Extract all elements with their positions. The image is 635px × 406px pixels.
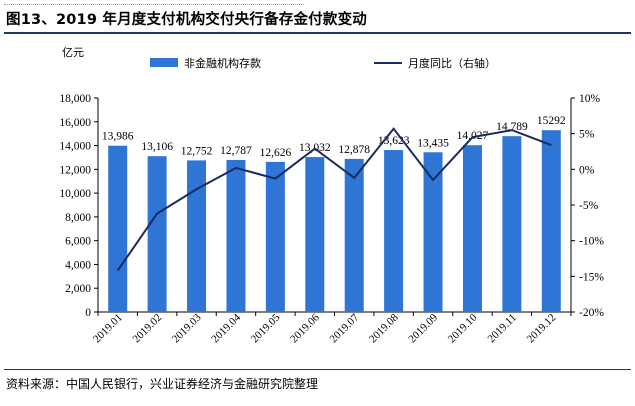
left-axis-tick-label: 16,000 — [59, 117, 91, 129]
x-axis-tick-label: 2019.07 — [328, 311, 362, 345]
chart: 亿元 0 2,000 4,000 6,000 8,000 10,000 12,000 14,00… — [59, 46, 604, 346]
legend-label-line: 月度同比（右轴） — [408, 56, 496, 70]
bar — [305, 157, 325, 312]
title-rule — [4, 32, 631, 34]
y-axis-unit-label: 亿元 — [62, 46, 84, 59]
right-axis-tick-label: -15% — [579, 271, 604, 283]
x-axis-tick-label: 2019.03 — [170, 311, 204, 345]
bar-value-label: 13,986 — [102, 131, 134, 143]
bar-value-label: 12,787 — [220, 145, 252, 157]
figure-title: 图13、2019 年月度支付机构交付央行备存金付款变动 — [6, 12, 367, 28]
bar-value-label: 12,878 — [338, 144, 370, 156]
left-axis-tick-label: 6,000 — [65, 236, 91, 248]
bar — [502, 136, 522, 312]
x-axis-tick-label: 2019.01 — [91, 312, 125, 346]
bar — [147, 156, 167, 312]
left-axis-tick-label: 2,000 — [65, 283, 91, 295]
top-clipped-text — [4, 0, 304, 5]
x-axis-tick-label: 2019.05 — [249, 311, 283, 345]
x-axis-tick-label: 2019.11 — [486, 312, 519, 345]
bar — [423, 152, 443, 312]
left-axis-tick-label: 12,000 — [59, 164, 91, 176]
bar — [344, 158, 364, 312]
legend-label-bar: 非金融机构存款 — [184, 56, 261, 70]
x-axis-tick-label: 2019.10 — [446, 311, 480, 345]
right-axis-tick-label: -10% — [579, 236, 604, 248]
bar — [226, 159, 246, 312]
bar-value-label: 13,435 — [417, 137, 449, 149]
x-axis-tick-label: 2019.04 — [209, 311, 243, 345]
bar-value-label: 14,789 — [496, 121, 528, 133]
bar — [108, 145, 128, 312]
x-axis-tick-label: 2019.08 — [367, 311, 401, 345]
bar — [265, 161, 285, 312]
source-note: 资料来源：中国人民银行，兴业证券经济与金融研究院整理 — [6, 377, 319, 391]
bar-value-label: 12,626 — [260, 147, 292, 159]
right-axis-tick-label: 10% — [579, 93, 601, 105]
left-axis-tick-label: 8,000 — [65, 212, 91, 224]
bar — [187, 160, 207, 312]
right-axis-tick-label: -5% — [579, 200, 599, 212]
left-axis-tick-label: 4,000 — [65, 259, 91, 271]
x-axis-tick-label: 2019.09 — [406, 311, 440, 345]
right-axis-tick-label: 0% — [579, 164, 595, 176]
left-axis-tick-label: 0 — [85, 307, 91, 319]
x-axis-tick-label: 2019.02 — [130, 312, 164, 346]
right-axis-tick-label: 5% — [579, 129, 595, 141]
bar-value-label: 15292 — [537, 115, 566, 127]
bar — [541, 130, 561, 312]
x-axis-tick-label: 2019.06 — [288, 311, 322, 345]
left-axis-tick-label: 14,000 — [59, 141, 91, 153]
right-axis-tick-label: -20% — [579, 307, 604, 319]
left-axis-tick-label: 10,000 — [59, 188, 91, 200]
bar — [384, 150, 404, 312]
legend-swatch-bar — [150, 58, 178, 67]
bar — [462, 145, 482, 312]
source-rule — [4, 369, 631, 370]
bar-value-label: 12,752 — [181, 145, 213, 157]
bar-value-label: 13,106 — [141, 141, 173, 153]
x-axis-tick-label: 2019.12 — [525, 312, 559, 346]
yoy-line — [116, 127, 552, 272]
left-axis-tick-label: 18,000 — [59, 93, 91, 105]
